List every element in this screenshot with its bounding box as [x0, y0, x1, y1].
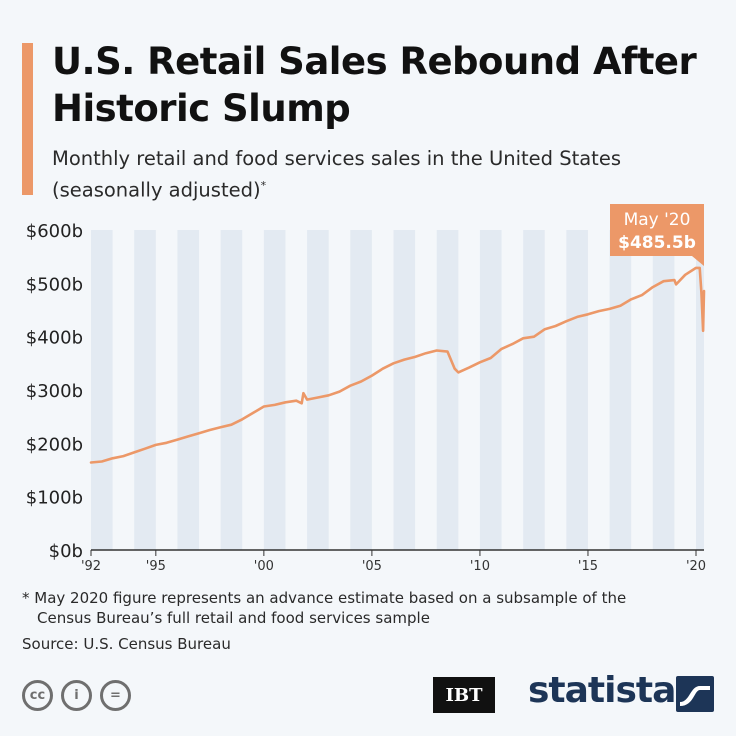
footnote: * May 2020 figure represents an advance … — [22, 588, 722, 628]
chart-title: U.S. Retail Sales Rebound After Historic… — [52, 38, 712, 132]
callout-value-label: $485.5b — [618, 233, 696, 253]
x-tick-label: '05 — [362, 559, 382, 574]
statista-mark-icon — [676, 676, 714, 712]
x-tick-label: '20 — [686, 559, 706, 574]
year-band — [221, 230, 243, 550]
year-band — [566, 230, 588, 550]
year-band — [653, 230, 675, 550]
y-tick-label: $100b — [26, 488, 83, 509]
source-note: Source: U.S. Census Bureau — [22, 635, 231, 653]
callout-date-label: May '20 — [624, 210, 691, 230]
x-axis: '92 '95 '00 '05 '10 '15 '20 — [81, 550, 706, 574]
year-band — [480, 230, 502, 550]
x-tick-label: '15 — [578, 559, 598, 574]
y-tick-label: $600b — [26, 221, 83, 242]
title-accent-bar — [22, 43, 33, 195]
no-derivatives-icon[interactable]: = — [100, 680, 131, 711]
x-tick-label: '10 — [470, 559, 490, 574]
footnote-line-2: Census Bureau’s full retail and food ser… — [22, 608, 722, 628]
attribution-icon[interactable]: i — [61, 680, 92, 711]
statista-logo[interactable]: statista — [528, 670, 675, 711]
year-band — [437, 230, 459, 550]
y-tick-label: $0b — [49, 541, 83, 562]
year-band — [394, 230, 416, 550]
license-icons: cc i = — [22, 680, 131, 711]
cc-icon[interactable]: cc — [22, 680, 53, 711]
retail-sales-line-chart: $0b $100b $200b $300b $400b $500b $600b '92 '95… — [0, 190, 736, 580]
y-tick-label: $200b — [26, 434, 83, 455]
year-band — [91, 230, 113, 550]
year-band — [610, 230, 632, 550]
x-tick-label: '92 — [81, 559, 101, 574]
y-tick-label: $400b — [26, 328, 83, 349]
ibt-logo[interactable]: IBT — [433, 677, 495, 713]
year-band — [264, 230, 286, 550]
year-band — [523, 230, 545, 550]
year-band — [177, 230, 199, 550]
footnote-line-1: * May 2020 figure represents an advance … — [22, 589, 626, 607]
x-tick-label: '00 — [254, 559, 274, 574]
x-tick-label: '95 — [146, 559, 166, 574]
y-tick-label: $300b — [26, 381, 83, 402]
year-band — [350, 230, 372, 550]
year-band — [307, 230, 329, 550]
year-bands — [91, 230, 704, 550]
y-tick-label: $500b — [26, 274, 83, 295]
year-band — [134, 230, 156, 550]
